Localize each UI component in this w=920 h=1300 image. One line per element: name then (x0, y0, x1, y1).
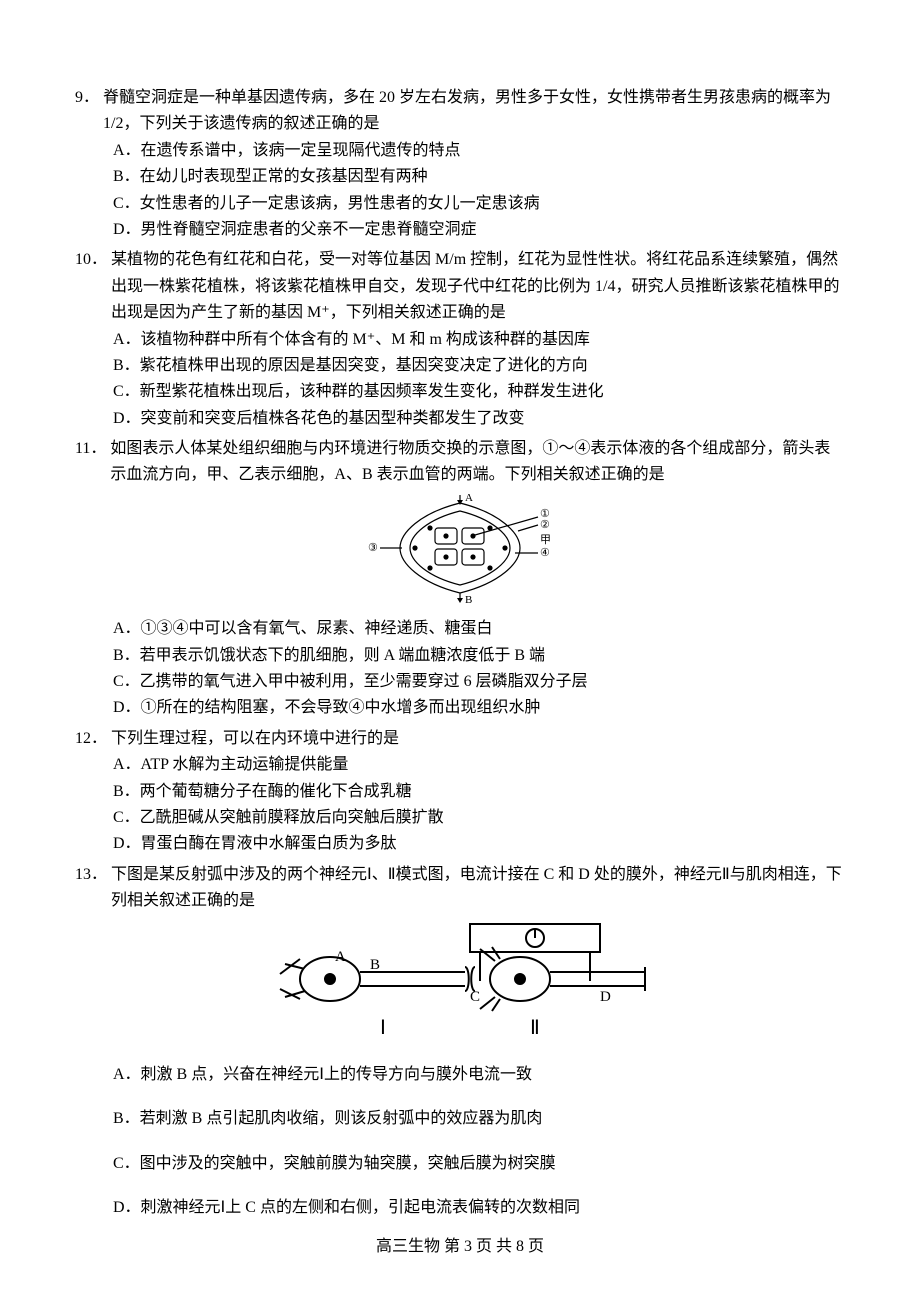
q10-option-b: B．紫花植株甲出现的原因是基因突变，基因突变决定了进化的方向 (113, 353, 845, 379)
q13-text: 下图是某反射弧中涉及的两个神经元Ⅰ、Ⅱ模式图，电流计接在 C 和 D 处的膜外，… (111, 862, 845, 915)
q13-label-i: Ⅰ (380, 1017, 386, 1039)
q12-stem: 12． 下列生理过程，可以在内环境中进行的是 (75, 726, 845, 752)
q11-option-c: C．乙携带的氧气进入甲中被利用，至少需要穿过 6 层磷脂双分子层 (113, 669, 845, 695)
q10-option-c: C．新型紫花植株出现后，该种群的基因频率发生变化，种群发生进化 (113, 379, 845, 405)
q11-label-1: ④ (540, 547, 550, 559)
q13-neuron-diagram: A B C D Ⅰ Ⅱ (270, 919, 650, 1049)
q11-tissue-diagram: A B ④ ② 甲 ① ③ (360, 493, 560, 603)
q11-label-b: B (465, 594, 472, 603)
q11-option-b: B．若甲表示饥饿状态下的肌细胞，则 A 端血糖浓度低于 B 端 (113, 643, 845, 669)
q11-label-1top: ① (540, 508, 550, 520)
q12-options: A．ATP 水解为主动运输提供能量 B．两个葡萄糖分子在酶的催化下合成乳糖 C．… (75, 752, 845, 858)
q11-diagram-wrap: A B ④ ② 甲 ① ③ (75, 493, 845, 612)
q11-text: 如图表示人体某处组织细胞与内环境进行物质交换的示意图，①～④表示体液的各个组成部… (110, 436, 845, 489)
q9-number: 9． (75, 85, 99, 111)
q13-number: 13． (75, 862, 107, 888)
q9-option-d: D．男性脊髓空洞症患者的父亲不一定患脊髓空洞症 (113, 217, 845, 243)
question-10: 10． 某植物的花色有红花和白花，受一对等位基因 M/m 控制，红花为显性性状。… (75, 247, 845, 432)
q13-options: A．刺激 B 点，兴奋在神经元Ⅰ上的传导方向与膜外电流一致 B．若刺激 B 点引… (75, 1062, 845, 1222)
q11-label-3: ③ (368, 542, 378, 554)
q10-option-d: D．突变前和突变后植株各花色的基因型种类都发生了改变 (113, 406, 845, 432)
q11-option-a: A．①③④中可以含有氧气、尿素、神经递质、糖蛋白 (113, 616, 845, 642)
q9-option-b: B．在幼儿时表现型正常的女孩基因型有两种 (113, 164, 845, 190)
q9-option-a: A．在遗传系谱中，该病一定呈现隔代遗传的特点 (113, 138, 845, 164)
q12-option-b: B．两个葡萄糖分子在酶的催化下合成乳糖 (113, 779, 845, 805)
q9-option-c: C．女性患者的儿子一定患该病，男性患者的女儿一定患该病 (113, 191, 845, 217)
question-9: 9． 脊髓空洞症是一种单基因遗传病，多在 20 岁左右发病，男性多于女性，女性携… (75, 85, 845, 243)
q13-option-a: A．刺激 B 点，兴奋在神经元Ⅰ上的传导方向与膜外电流一致 (113, 1062, 845, 1088)
q11-label-2: ② (540, 519, 550, 531)
q12-option-d: D．胃蛋白酶在胃液中水解蛋白质为多肽 (113, 831, 845, 857)
q13-option-d: D．刺激神经元Ⅰ上 C 点的左侧和右侧，引起电流表偏转的次数相同 (113, 1195, 845, 1221)
q13-label-a: A (335, 949, 346, 965)
page-footer: 高三生物 第 3 页 共 8 页 (0, 1234, 920, 1260)
q13-stem: 13． 下图是某反射弧中涉及的两个神经元Ⅰ、Ⅱ模式图，电流计接在 C 和 D 处… (75, 862, 845, 915)
q11-label-a: A (465, 493, 473, 504)
q11-label-jia: 甲 (540, 534, 551, 546)
q13-diagram-wrap: A B C D Ⅰ Ⅱ (75, 919, 845, 1058)
q11-option-d: D．①所在的结构阻塞，不会导致④中水增多而出现组织水肿 (113, 695, 845, 721)
q12-text: 下列生理过程，可以在内环境中进行的是 (111, 726, 845, 752)
q13-label-d: D (600, 989, 611, 1005)
q11-stem: 11． 如图表示人体某处组织细胞与内环境进行物质交换的示意图，①～④表示体液的各… (75, 436, 845, 489)
q12-option-c: C．乙酰胆碱从突触前膜释放后向突触后膜扩散 (113, 805, 845, 831)
q11-number: 11． (75, 436, 106, 462)
q13-option-b: B．若刺激 B 点引起肌肉收缩，则该反射弧中的效应器为肌肉 (113, 1106, 845, 1132)
q13-label-b: B (370, 957, 380, 973)
q13-option-c: C．图中涉及的突触中，突触前膜为轴突膜，突触后膜为树突膜 (113, 1151, 845, 1177)
q10-option-a: A．该植物种群中所有个体含有的 M⁺、M 和 m 构成该种群的基因库 (113, 327, 845, 353)
q10-text: 某植物的花色有红花和白花，受一对等位基因 M/m 控制，红花为显性性状。将红花品… (111, 247, 845, 326)
q10-options: A．该植物种群中所有个体含有的 M⁺、M 和 m 构成该种群的基因库 B．紫花植… (75, 327, 845, 433)
q9-stem: 9． 脊髓空洞症是一种单基因遗传病，多在 20 岁左右发病，男性多于女性，女性携… (75, 85, 845, 138)
question-12: 12． 下列生理过程，可以在内环境中进行的是 A．ATP 水解为主动运输提供能量… (75, 726, 845, 858)
question-13: 13． 下图是某反射弧中涉及的两个神经元Ⅰ、Ⅱ模式图，电流计接在 C 和 D 处… (75, 862, 845, 1222)
q13-label-ii: Ⅱ (530, 1017, 540, 1039)
q9-text: 脊髓空洞症是一种单基因遗传病，多在 20 岁左右发病，男性多于女性，女性携带者生… (103, 85, 845, 138)
q12-number: 12． (75, 726, 107, 752)
q10-number: 10． (75, 247, 107, 273)
question-11: 11． 如图表示人体某处组织细胞与内环境进行物质交换的示意图，①～④表示体液的各… (75, 436, 845, 722)
q12-option-a: A．ATP 水解为主动运输提供能量 (113, 752, 845, 778)
q10-stem: 10． 某植物的花色有红花和白花，受一对等位基因 M/m 控制，红花为显性性状。… (75, 247, 845, 326)
q13-label-c: C (470, 989, 480, 1005)
q9-options: A．在遗传系谱中，该病一定呈现隔代遗传的特点 B．在幼儿时表现型正常的女孩基因型… (75, 138, 845, 244)
q11-options: A．①③④中可以含有氧气、尿素、神经递质、糖蛋白 B．若甲表示饥饿状态下的肌细胞… (75, 616, 845, 722)
